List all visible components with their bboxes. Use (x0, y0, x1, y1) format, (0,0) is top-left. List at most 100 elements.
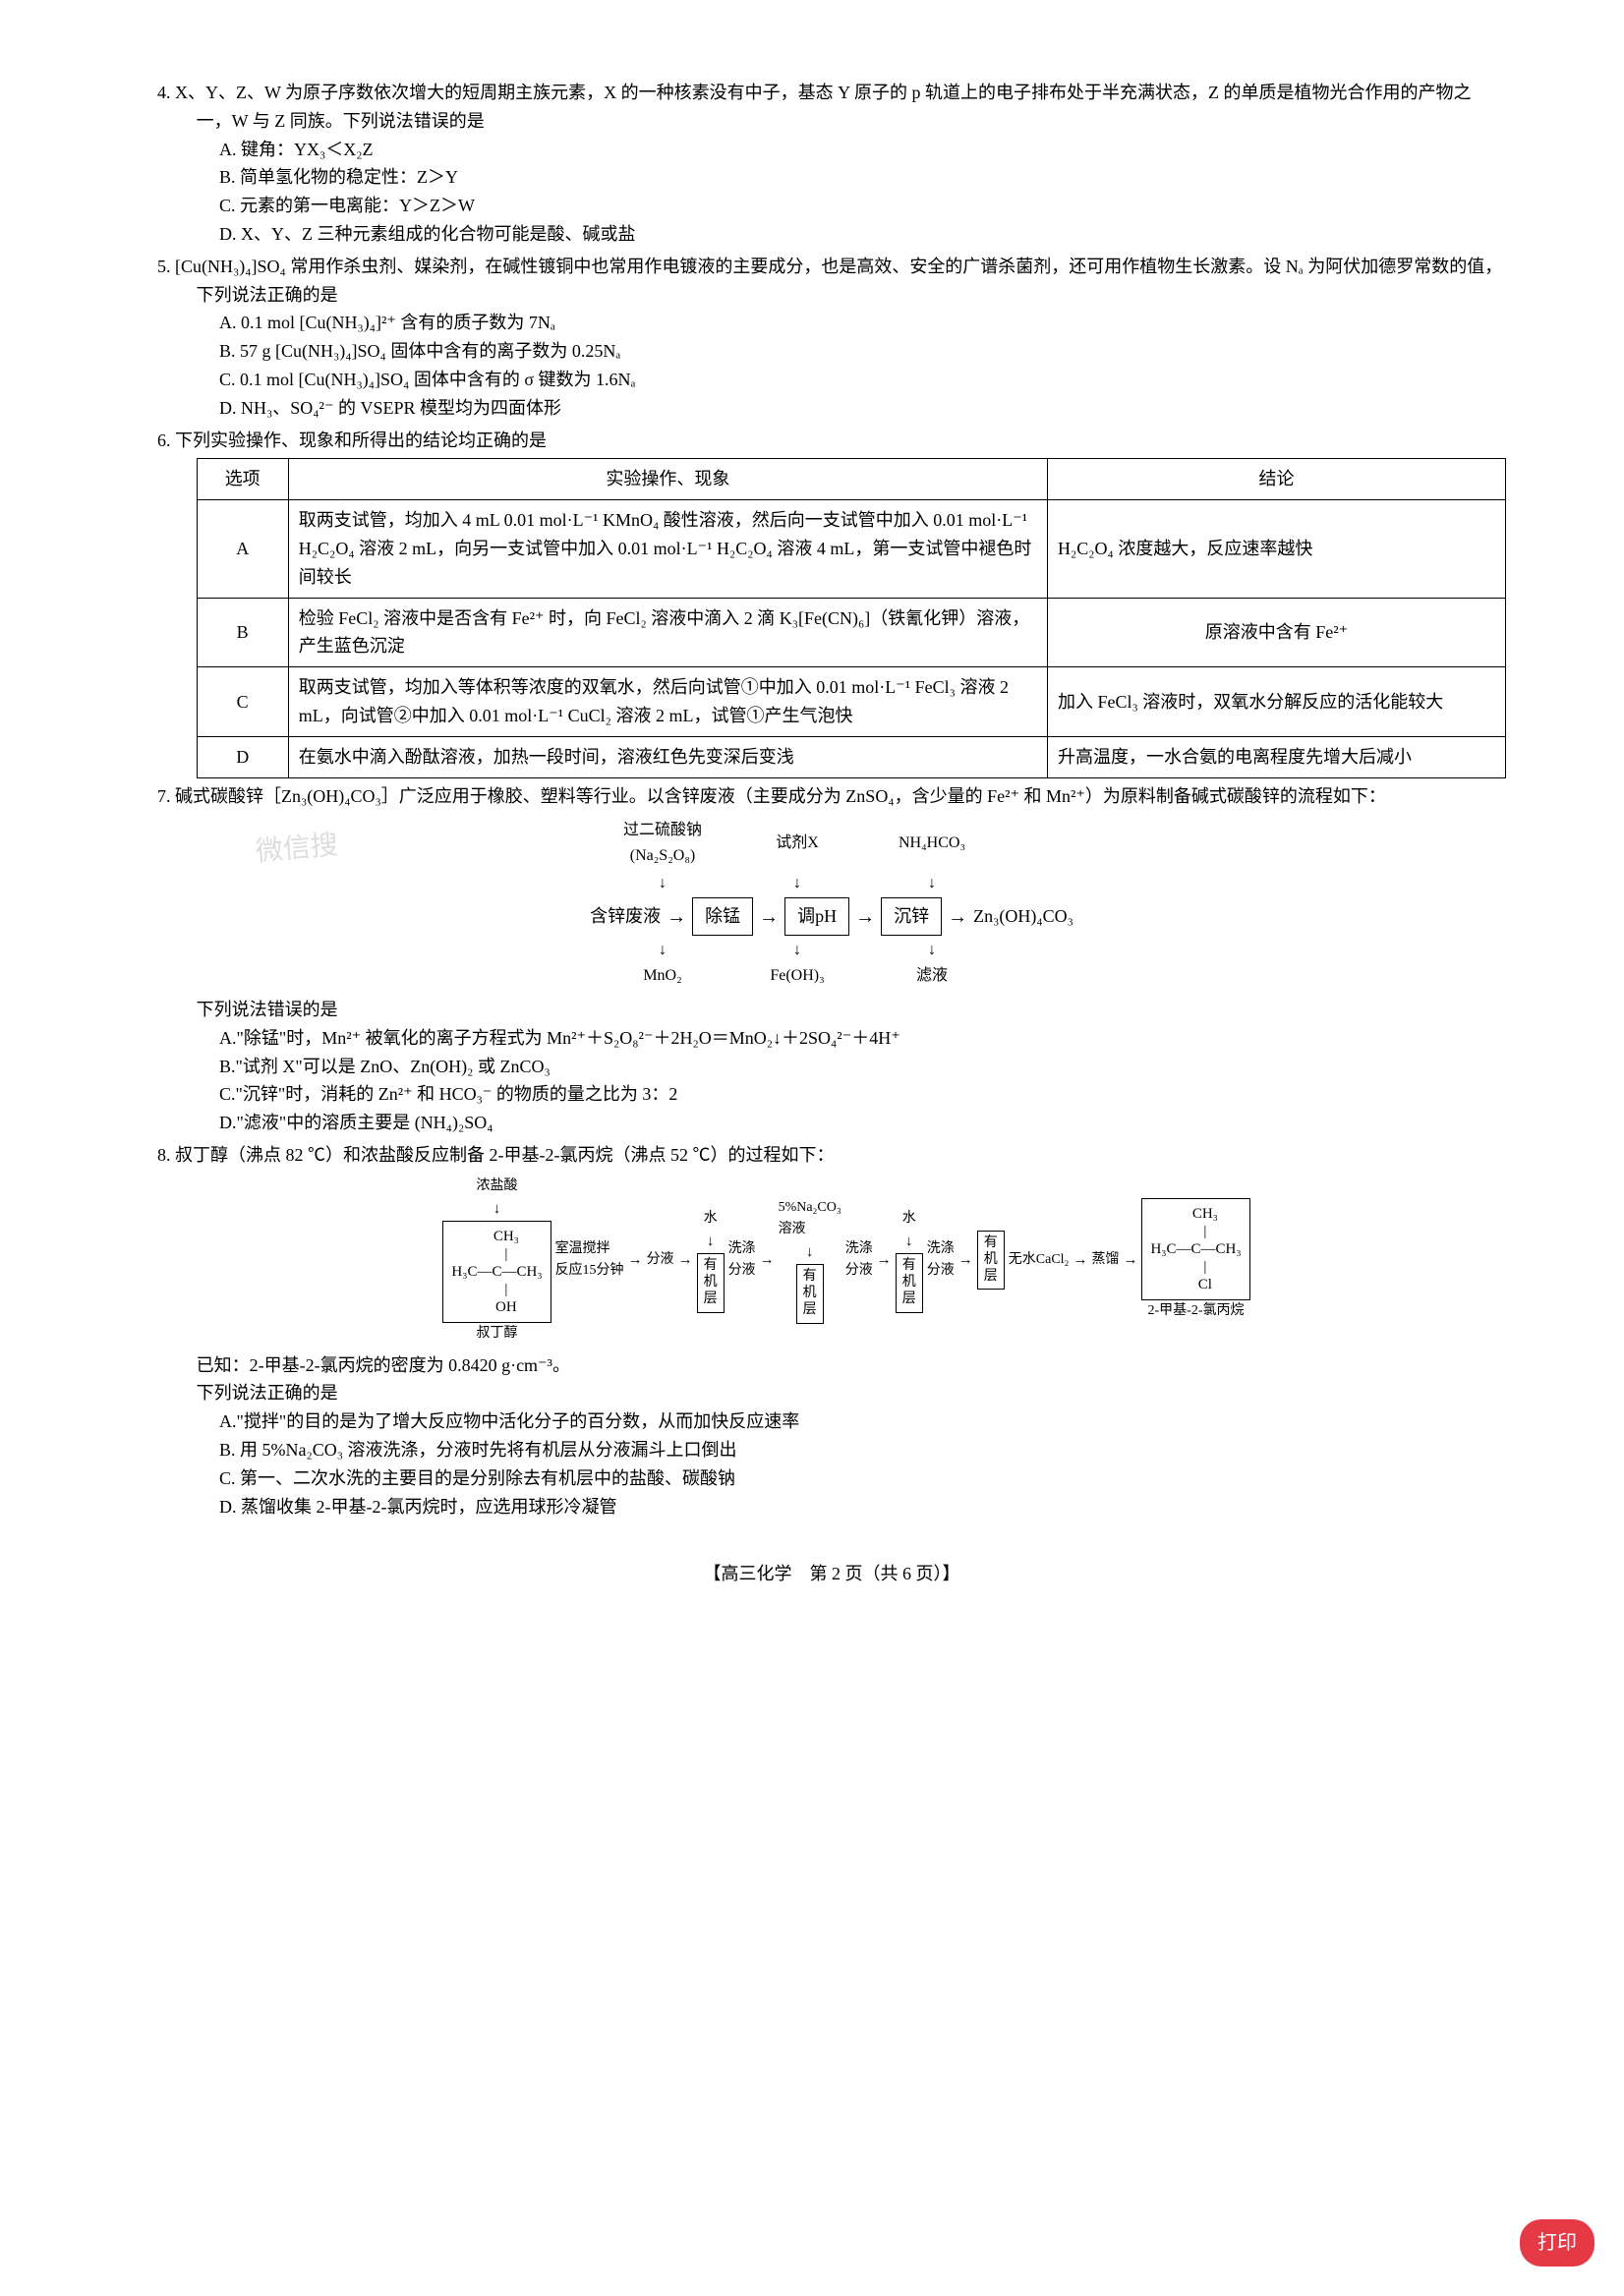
arrow-down-icon: ↓ (806, 1240, 814, 1264)
arrow-down-icon: ↓ (905, 1230, 913, 1253)
q6-num: 6. (157, 430, 171, 450)
q8-top-3: 5%Na₂CO₃ 溶液 (779, 1197, 841, 1241)
q5-num: 5. (157, 257, 171, 276)
table-row: A 取两支试管，均加入 4 mL 0.01 mol·L⁻¹ KMnO₄ 酸性溶液… (197, 500, 1505, 598)
q8-num: 8. (157, 1145, 171, 1165)
arrow-down-icon: ↓ (493, 1197, 501, 1221)
q6-h2: 结论 (1047, 459, 1505, 500)
table-row: B 检验 FeCl₂ 溶液中是否含有 Fe²⁺ 时，向 FeCl₂ 溶液中滴入 … (197, 598, 1505, 667)
q8-option-d: D. 蒸馏收集 2-甲基-2-氯丙烷时，应选用球形冷凝管 (157, 1493, 1506, 1521)
q5-text: [Cu(NH₃)₄]SO₄ 常用作杀虫剂、媒染剂，在碱性镀铜中也常用作电镀液的主… (175, 257, 1502, 305)
flow-top-1: 试剂X (758, 831, 837, 856)
q4-option-c: C. 元素的第一电离能：Y＞Z＞W (157, 192, 1506, 220)
flow-input: 含锌废液 (590, 902, 661, 931)
flow-box-2: 沉锌 (881, 897, 942, 936)
q8-top-0: 浓盐酸 (476, 1176, 517, 1197)
arrow-right-icon: → (667, 901, 686, 933)
q6-table: 选项 实验操作、现象 结论 A 取两支试管，均加入 4 mL 0.01 mol·… (197, 458, 1506, 777)
arrow-right-icon: → (760, 1248, 775, 1272)
arrow-down-icon: ↓ (758, 938, 837, 963)
arrow-right-icon: → (948, 901, 967, 933)
page-footer: 【高三化学 第 2 页（共 6 页）】 (157, 1560, 1506, 1588)
q7-option-a: A."除锰"时，Mn²⁺ 被氧化的离子方程式为 Mn²⁺＋S₂O₈²⁻＋2H₂O… (157, 1024, 1506, 1053)
q6-r1c0: B (197, 598, 288, 667)
arrow-down-icon: ↓ (888, 938, 976, 963)
flow-top-2: NH₄HCO₃ (888, 831, 976, 856)
step-5: 洗涤 分液 (845, 1238, 873, 1283)
arrow-right-icon: → (678, 1248, 693, 1272)
struct-left: CH₃ |H₃C—C—CH₃ | OH (442, 1221, 551, 1323)
arrow-right-icon: → (1073, 1248, 1087, 1272)
arrow-right-icon: → (877, 1248, 892, 1272)
q5-option-c: C. 0.1 mol [Cu(NH₃)₄]SO₄ 固体中含有的 σ 键数为 1.… (157, 366, 1506, 394)
q6-h1: 实验操作、现象 (288, 459, 1047, 500)
q5-option-a: A. 0.1 mol [Cu(NH₃)₄]²⁺ 含有的质子数为 7Nₐ (157, 309, 1506, 337)
q8-top-2: 水 (704, 1208, 718, 1230)
step-8: 有 机 层 (977, 1231, 1005, 1290)
q4-text: X、Y、Z、W 为原子序数依次增大的短周期主族元素，X 的一种核素没有中子，基态… (175, 83, 1471, 131)
q6-r3c2: 升高温度，一水合氨的电离程度先增大后减小 (1047, 736, 1505, 777)
q4-num: 4. (157, 83, 171, 102)
q7-flowchart: 微信搜 过二硫酸钠 (Na₂S₂O₈) 试剂X NH₄HCO₃ ↓ ↓ ↓ 含锌… (157, 818, 1506, 988)
step-9: 无水CaCl₂ (1009, 1249, 1070, 1271)
arrow-down-icon: ↓ (618, 938, 707, 963)
question-6: 6. 下列实验操作、现象和所得出的结论均正确的是 选项 实验操作、现象 结论 A… (157, 427, 1506, 778)
arrow-right-icon: → (1123, 1248, 1137, 1272)
question-5: 5. [Cu(NH₃)₄]SO₄ 常用作杀虫剂、媒染剂，在碱性镀铜中也常用作电镀… (157, 253, 1506, 423)
q6-h0: 选项 (197, 459, 288, 500)
q6-r2c0: C (197, 667, 288, 737)
q7-num: 7. (157, 786, 171, 806)
step-3: 洗涤 分液 (728, 1238, 756, 1283)
step-0: 室温搅拌 反应15分钟 (555, 1238, 624, 1283)
flow-bot-1: Fe(OH)₃ (758, 963, 837, 989)
q6-r1c1: 检验 FeCl₂ 溶液中是否含有 Fe²⁺ 时，向 FeCl₂ 溶液中滴入 2 … (288, 598, 1047, 667)
table-row: C 取两支试管，均加入等体积等浓度的双氧水，然后向试管①中加入 0.01 mol… (197, 667, 1505, 737)
print-button[interactable]: 打印 (1520, 2219, 1595, 2267)
q8-option-c: C. 第一、二次水洗的主要目的是分别除去有机层中的盐酸、碳酸钠 (157, 1464, 1506, 1493)
question-8: 8. 叔丁醇（沸点 82 ℃）和浓盐酸反应制备 2-甲基-2-氯丙烷（沸点 52… (157, 1141, 1506, 1521)
step-2: 有 机 层 (697, 1253, 725, 1312)
q7-option-d: D."滤液"中的溶质主要是 (NH₄)₂SO₄ (157, 1109, 1506, 1137)
step-10: 蒸馏 (1091, 1249, 1119, 1271)
q7-after: 下列说法错误的是 (157, 996, 1506, 1024)
q5-option-d: D. NH₃、SO₄²⁻ 的 VSEPR 模型均为四面体形 (157, 394, 1506, 423)
q5-option-b: B. 57 g [Cu(NH₃)₄]SO₄ 固体中含有的离子数为 0.25Nₐ (157, 337, 1506, 366)
q8-known: 已知：2-甲基-2-氯丙烷的密度为 0.8420 g·cm⁻³。 (157, 1351, 1506, 1380)
q8-stem: 8. 叔丁醇（沸点 82 ℃）和浓盐酸反应制备 2-甲基-2-氯丙烷（沸点 52… (157, 1141, 1506, 1170)
struct-right-name: 2-甲基-2-氯丙烷 (1148, 1300, 1245, 1322)
q4-option-b: B. 简单氢化物的稳定性：Z＞Y (157, 163, 1506, 192)
arrow-right-icon: → (958, 1248, 973, 1272)
arrow-down-icon: ↓ (888, 871, 976, 896)
q8-text: 叔丁醇（沸点 82 ℃）和浓盐酸反应制备 2-甲基-2-氯丙烷（沸点 52 ℃）… (175, 1145, 834, 1165)
q8-after: 下列说法正确的是 (157, 1379, 1506, 1407)
q8-top-4: 水 (902, 1208, 916, 1230)
q8-option-b: B. 用 5%Na₂CO₃ 溶液洗涤，分液时先将有机层从分液漏斗上口倒出 (157, 1436, 1506, 1464)
arrow-down-icon: ↓ (707, 1230, 715, 1253)
struct-right: CH₃ |H₃C—C—CH₃ | Cl (1141, 1198, 1249, 1300)
q7-option-c: C."沉锌"时，消耗的 Zn²⁺ 和 HCO₃⁻ 的物质的量之比为 3：2 (157, 1080, 1506, 1109)
q4-stem: 4. X、Y、Z、W 为原子序数依次增大的短周期主族元素，X 的一种核素没有中子… (157, 79, 1506, 136)
q6-r2c2: 加入 FeCl₃ 溶液时，双氧水分解反应的活化能较大 (1047, 667, 1505, 737)
q7-stem: 7. 碱式碳酸锌［Zn₃(OH)₄CO₃］广泛应用于橡胶、塑料等行业。以含锌废液… (157, 782, 1506, 811)
question-7: 7. 碱式碳酸锌［Zn₃(OH)₄CO₃］广泛应用于橡胶、塑料等行业。以含锌废液… (157, 782, 1506, 1138)
q5-stem: 5. [Cu(NH₃)₄]SO₄ 常用作杀虫剂、媒染剂，在碱性镀铜中也常用作电镀… (157, 253, 1506, 310)
flow-top-0: 过二硫酸钠 (Na₂S₂O₈) (618, 818, 707, 868)
struct-left-name: 叔丁醇 (476, 1323, 517, 1345)
step-1: 分液 (647, 1249, 674, 1271)
q6-r2c1: 取两支试管，均加入等体积等浓度的双氧水，然后向试管①中加入 0.01 mol·L… (288, 667, 1047, 737)
q6-r0c1: 取两支试管，均加入 4 mL 0.01 mol·L⁻¹ KMnO₄ 酸性溶液，然… (288, 500, 1047, 598)
q4-option-a: A. 键角：YX₃＜X₂Z (157, 136, 1506, 164)
q6-stem: 6. 下列实验操作、现象和所得出的结论均正确的是 (157, 427, 1506, 455)
arrow-right-icon: → (628, 1248, 643, 1272)
arrow-down-icon: ↓ (758, 871, 837, 896)
q7-option-b: B."试剂 X"可以是 ZnO、Zn(OH)₂ 或 ZnCO₃ (157, 1053, 1506, 1081)
q6-text: 下列实验操作、现象和所得出的结论均正确的是 (175, 430, 547, 450)
step-7: 洗涤 分液 (927, 1238, 955, 1283)
table-row: D 在氨水中滴入酚酞溶液，加热一段时间，溶液红色先变深后变浅 升高温度，一水合氨… (197, 736, 1505, 777)
q6-r1c2: 原溶液中含有 Fe²⁺ (1047, 598, 1505, 667)
q8-flowchart: 浓盐酸 ↓ CH₃ |H₃C—C—CH₃ | OH 叔丁醇 室温搅拌 反应15分… (187, 1176, 1506, 1346)
flow-bot-0: MnO₂ (618, 963, 707, 989)
question-4: 4. X、Y、Z、W 为原子序数依次增大的短周期主族元素，X 的一种核素没有中子… (157, 79, 1506, 249)
q7-text: 碱式碳酸锌［Zn₃(OH)₄CO₃］广泛应用于橡胶、塑料等行业。以含锌废液（主要… (175, 786, 1386, 806)
step-6: 有 机 层 (896, 1253, 923, 1312)
